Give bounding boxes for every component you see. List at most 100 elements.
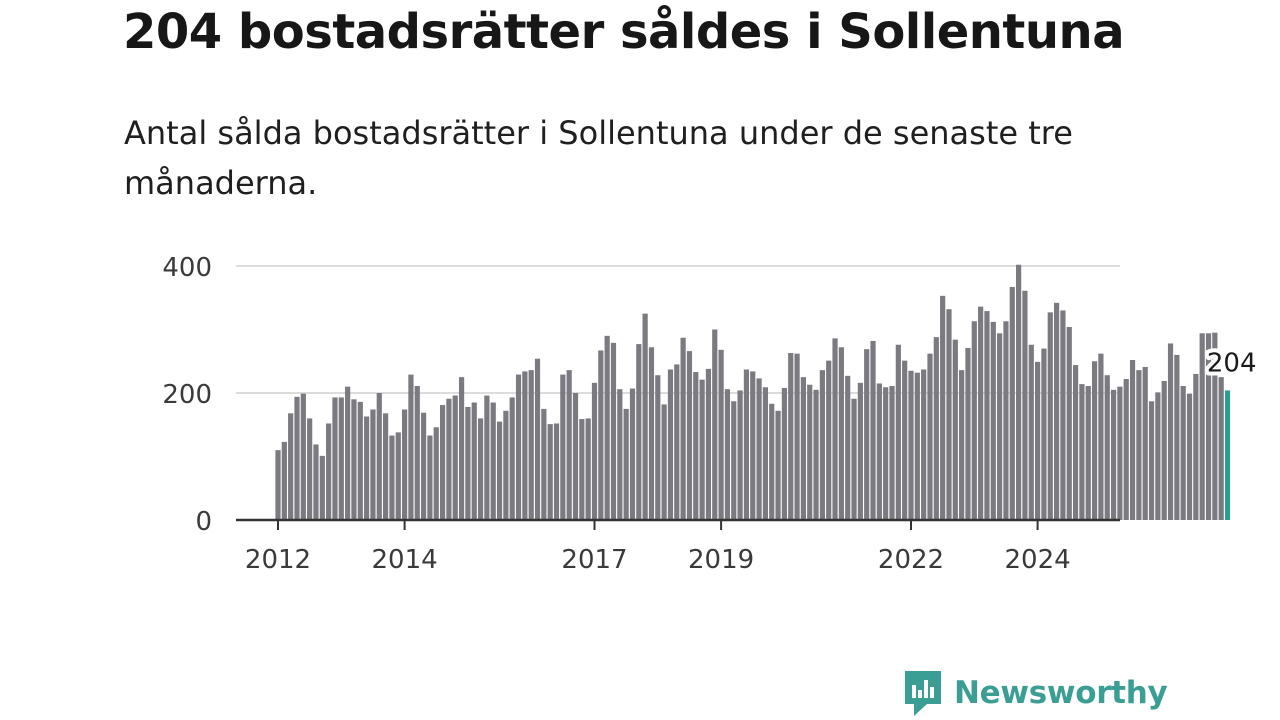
bar <box>737 390 743 520</box>
bar <box>940 295 946 520</box>
bar <box>851 398 857 520</box>
bar <box>1047 312 1053 520</box>
bar <box>319 455 325 520</box>
bar <box>775 410 781 520</box>
bar <box>300 393 306 520</box>
bar <box>845 375 851 520</box>
bar <box>762 387 769 520</box>
bar <box>655 375 661 520</box>
bar <box>1072 365 1079 520</box>
bar <box>902 360 908 520</box>
bar <box>921 369 927 520</box>
bar <box>1053 302 1060 520</box>
bar <box>1148 401 1155 520</box>
bar <box>686 351 693 520</box>
bar <box>807 384 813 520</box>
bar <box>471 402 477 520</box>
bar <box>724 389 731 520</box>
bar <box>553 423 560 520</box>
bar <box>294 396 300 520</box>
bar <box>883 387 889 520</box>
bar <box>452 395 458 520</box>
bar <box>997 333 1003 520</box>
bar <box>1218 377 1224 521</box>
bar <box>933 337 939 520</box>
y-tick-label: 0 <box>195 507 212 537</box>
bar-latest <box>1224 390 1231 520</box>
bar <box>427 435 433 520</box>
bar <box>750 371 756 520</box>
bar <box>1060 310 1066 520</box>
bar <box>383 413 389 520</box>
bar <box>591 382 598 520</box>
bar <box>364 416 370 520</box>
bar <box>971 321 977 520</box>
bar <box>1091 361 1098 520</box>
bar <box>965 347 971 520</box>
y-tick-label: 200 <box>162 380 212 410</box>
bar <box>978 306 984 520</box>
bar <box>667 369 674 520</box>
bar <box>503 410 509 520</box>
brand-logo[interactable]: Newsworthy <box>902 668 1168 718</box>
bar <box>648 347 655 520</box>
bar <box>338 397 344 520</box>
bar <box>307 418 313 520</box>
bar <box>680 337 686 520</box>
bar <box>439 405 446 520</box>
x-tick-label: 2014 <box>372 545 438 575</box>
bar <box>414 386 420 520</box>
bar <box>1212 332 1218 520</box>
bar <box>1104 375 1110 520</box>
bar <box>699 379 705 520</box>
bar <box>826 360 832 520</box>
bar <box>351 399 357 520</box>
bar <box>813 389 819 520</box>
bar <box>585 418 591 520</box>
bar <box>617 389 623 520</box>
bar <box>1193 373 1199 520</box>
bar <box>876 383 882 520</box>
bar <box>1117 386 1123 520</box>
bar <box>693 372 699 520</box>
bar <box>705 368 712 520</box>
bar <box>712 329 718 520</box>
bar <box>1085 386 1091 520</box>
bar <box>623 408 629 521</box>
bar <box>1180 386 1186 520</box>
bar <box>1167 343 1174 520</box>
bar <box>332 397 338 520</box>
bar <box>534 358 541 520</box>
bar <box>408 374 414 520</box>
bar <box>864 349 870 520</box>
x-tick-label: 2024 <box>1005 545 1071 575</box>
bar <box>490 402 496 520</box>
bar <box>1155 392 1161 520</box>
bar <box>458 377 465 521</box>
bar <box>477 418 484 520</box>
bar <box>313 444 319 520</box>
bar <box>376 393 382 520</box>
bar <box>598 350 604 520</box>
bar <box>990 321 996 520</box>
bar <box>566 370 572 520</box>
bar <box>1035 361 1041 520</box>
bar <box>604 335 610 520</box>
bar <box>674 364 680 520</box>
bar <box>395 432 401 520</box>
bar <box>1136 370 1142 520</box>
bar <box>1003 321 1009 520</box>
y-tick-label: 400 <box>162 253 212 283</box>
bar <box>636 344 642 520</box>
page-title: 204 bostadsrätter såldes i Sollentuna <box>123 4 1125 60</box>
bar <box>832 338 838 520</box>
bar <box>370 409 376 520</box>
bar <box>788 353 794 520</box>
bar <box>1028 344 1034 520</box>
bar <box>946 309 952 520</box>
chart-subtitle: Antal sålda bostadsrätter i Sollentuna u… <box>124 114 1073 202</box>
x-tick-label: 2017 <box>561 545 627 575</box>
bar <box>914 372 920 520</box>
bar <box>610 342 617 520</box>
